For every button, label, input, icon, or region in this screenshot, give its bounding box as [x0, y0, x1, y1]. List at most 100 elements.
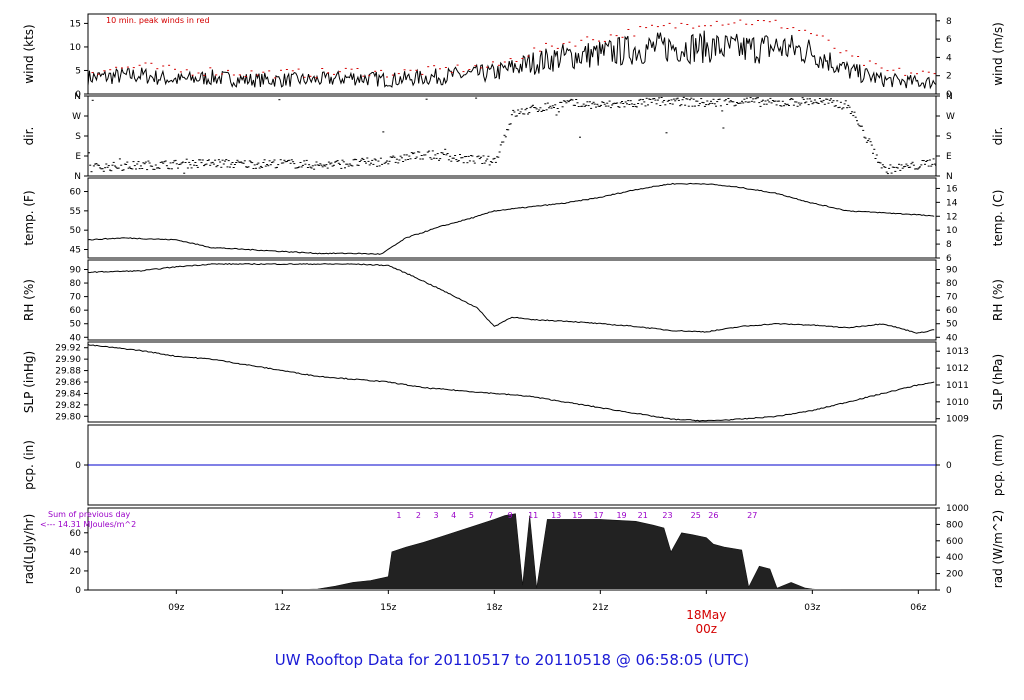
left-tick-label: 90 [70, 265, 82, 275]
direction-point [250, 161, 252, 163]
direction-point [834, 105, 837, 107]
direction-point [501, 141, 503, 143]
radiation-hour-marker: 17 [593, 511, 603, 520]
peak-winds-note: 10 min. peak winds in red [106, 16, 210, 25]
direction-point [738, 102, 741, 104]
right-axis-title: temp. (C) [991, 190, 1005, 247]
peak-wind-mark [798, 30, 801, 31]
peak-wind-mark [815, 34, 818, 36]
direction-point [214, 159, 217, 161]
direction-point [340, 167, 343, 169]
direction-point [911, 161, 914, 163]
direction-point [461, 157, 464, 159]
direction-point [628, 104, 631, 105]
direction-point [711, 102, 714, 104]
direction-point [752, 98, 755, 100]
direction-point [724, 99, 727, 101]
direction-point [496, 156, 499, 158]
direction-point [426, 151, 429, 153]
plot-area [88, 344, 935, 422]
direction-point [487, 155, 490, 157]
peak-wind-mark [662, 25, 665, 27]
peak-wind-mark [492, 61, 494, 63]
direction-point [928, 159, 931, 161]
direction-point [182, 161, 184, 163]
peak-wind-mark [533, 47, 536, 49]
direction-point [832, 100, 835, 102]
direction-point [268, 160, 271, 162]
direction-point [481, 163, 484, 164]
direction-point [785, 104, 788, 106]
direction-point [143, 163, 146, 165]
direction-point [753, 101, 756, 103]
direction-point [503, 134, 506, 136]
direction-point [280, 162, 283, 164]
direction-point [715, 105, 717, 107]
direction-point [485, 160, 487, 162]
direction-point [623, 106, 626, 108]
direction-point [194, 162, 197, 163]
direction-point [159, 161, 162, 163]
direction-point [114, 165, 116, 167]
direction-point [189, 164, 192, 166]
peak-wind-mark [333, 73, 335, 75]
peak-wind-mark [645, 27, 648, 29]
direction-point [831, 101, 834, 103]
direction-point [186, 167, 189, 169]
direction-point [167, 167, 170, 169]
peak-wind-mark [397, 73, 400, 75]
direction-point [89, 164, 92, 166]
right-axis-title: wind (m/s) [991, 22, 1005, 86]
direction-point [619, 102, 622, 104]
direction-point [463, 156, 466, 158]
direction-point [293, 163, 296, 165]
peak-wind-mark [150, 62, 153, 64]
peak-wind-mark [303, 76, 306, 78]
direction-point [806, 98, 809, 100]
direction-point [671, 103, 674, 105]
direction-point [272, 161, 275, 163]
direction-point [99, 167, 102, 169]
direction-point [895, 166, 898, 168]
peak-wind-mark [256, 74, 259, 76]
direction-point [274, 167, 277, 169]
direction-point [823, 103, 826, 105]
peak-wind-mark [162, 65, 165, 67]
direction-point [475, 97, 478, 99]
direction-point [800, 102, 803, 104]
direction-point [88, 152, 90, 154]
left-tick-label: 29.80 [55, 412, 81, 422]
direction-point [161, 161, 163, 163]
direction-point [567, 101, 570, 103]
direction-point [273, 159, 276, 161]
direction-point [932, 158, 935, 160]
left-tick-label: 0 [75, 586, 81, 596]
direction-point [564, 100, 567, 102]
direction-point [292, 161, 295, 163]
direction-point [279, 159, 282, 161]
right-tick-label: 90 [946, 265, 958, 275]
direction-point [168, 168, 171, 170]
peak-wind-mark [297, 68, 300, 70]
plot-area [88, 182, 935, 255]
direction-point [137, 161, 140, 163]
direction-point [203, 165, 205, 167]
right-tick-label: 6 [946, 35, 952, 45]
left-tick-label: 55 [70, 207, 81, 217]
direction-point [382, 131, 385, 133]
direction-point [466, 162, 469, 164]
x-tick-label: 06z [910, 603, 926, 613]
peak-wind-mark [574, 45, 577, 47]
peak-wind-mark [774, 19, 777, 21]
peak-wind-mark [739, 19, 742, 21]
right-tick-label: 1012 [946, 364, 969, 374]
right-tick-label: 10 [946, 226, 958, 236]
direction-point [851, 111, 853, 113]
peak-wind-mark [439, 68, 441, 70]
direction-point [184, 162, 187, 163]
direction-point [519, 111, 522, 113]
direction-point [843, 103, 846, 105]
direction-point [822, 99, 825, 101]
direction-point [342, 161, 345, 163]
direction-point [195, 165, 198, 166]
